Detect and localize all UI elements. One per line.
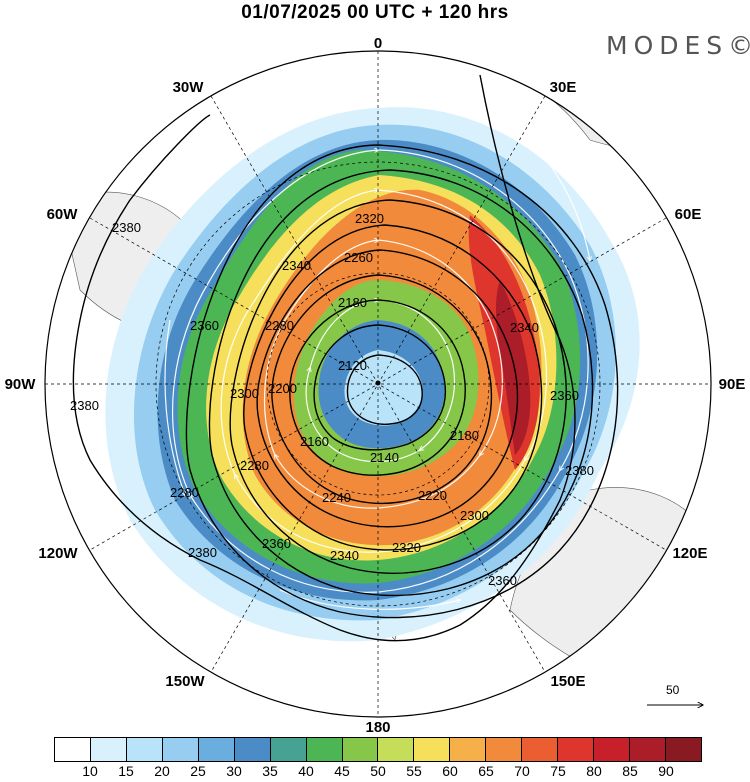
contour-label: 2200 <box>268 381 297 396</box>
colorbar-ticks: 10 15 20 25 30 35 40 45 50 55 60 65 70 75 80 85 90 <box>0 763 750 782</box>
height-contours <box>72 74 619 642</box>
meridian-label-120w: 120W <box>38 545 78 562</box>
colorbar-cell <box>90 738 127 761</box>
contour-label: 2340 <box>510 320 539 335</box>
colorbar-tick-label: 80 <box>586 763 602 779</box>
colorbar-cell <box>162 738 199 761</box>
colorbar-tick-label: 45 <box>334 763 350 779</box>
contour-label: 2360 <box>262 536 291 551</box>
meridian-label-60e: 60E <box>675 206 702 223</box>
meridian-labels: 0 30E 60E 90E 120E 150E 180 150W 120W 90… <box>5 35 746 735</box>
modes-logo: MODES© <box>606 31 750 60</box>
contour-label: 2260 <box>344 250 373 265</box>
colorbar-tick-label: 50 <box>370 763 386 779</box>
meridian-label-60w: 60W <box>47 206 79 223</box>
meridian-label-90w: 90W <box>5 376 37 393</box>
contour-label: 2360 <box>190 318 219 333</box>
colorbar-cell <box>126 738 163 761</box>
colorbar-tick-label: 55 <box>406 763 422 779</box>
contour-label: 2280 <box>265 318 294 333</box>
map-title: 01/07/2025 00 UTC + 120 hrs <box>241 2 509 23</box>
contour-label: 2380 <box>188 545 217 560</box>
reference-vector: 50 <box>646 683 706 713</box>
meridian-label-90e: 90E <box>719 376 746 393</box>
contour-label: 2280 <box>240 458 269 473</box>
contour-label: 2300 <box>230 386 259 401</box>
colorbar-tick-label: 35 <box>262 763 278 779</box>
map-frame <box>44 50 712 718</box>
colorbar-tick-label: 15 <box>118 763 134 779</box>
contour-label: 2120 <box>338 358 367 373</box>
colorbar-cell <box>665 738 701 761</box>
colorbar-tick-label: 85 <box>622 763 638 779</box>
colorbar-cell <box>630 738 666 761</box>
colorbar-cell <box>450 738 487 761</box>
colorbar-cell <box>522 738 559 761</box>
colorbar-cell <box>342 738 379 761</box>
shade-85 <box>495 280 531 455</box>
contour-labels: 2120 2140 2160 2180 2180 2200 2220 2240 … <box>70 211 594 588</box>
contour-label: 2140 <box>370 450 399 465</box>
colorbar-cell <box>558 738 595 761</box>
contour-label: 2240 <box>322 490 351 505</box>
south-pole-marker <box>375 380 381 386</box>
contour-label: 2340 <box>330 548 359 563</box>
colorbar-cell <box>234 738 271 761</box>
contour-label: 2320 <box>392 540 421 555</box>
contour-label: 2160 <box>300 434 329 449</box>
colorbar-cell <box>378 738 415 761</box>
colorbar-tick-label: 70 <box>514 763 530 779</box>
colorbar-tick-label: 30 <box>226 763 242 779</box>
colorbar-cell <box>594 738 630 761</box>
meridian-label-150e: 150E <box>550 673 585 690</box>
colorbar-tick-label: 40 <box>298 763 314 779</box>
map-content <box>59 59 711 701</box>
colorbar-cell <box>486 738 523 761</box>
colorbar-tick-label: 20 <box>154 763 170 779</box>
contour-label: 2220 <box>418 488 447 503</box>
colorbar-cell <box>414 738 451 761</box>
contour-label: 2360 <box>550 388 579 403</box>
contour-label: 2300 <box>460 508 489 523</box>
contour-label: 2380 <box>112 220 141 235</box>
meridian-label-30e: 30E <box>550 79 577 96</box>
colorbar-cell <box>198 738 235 761</box>
contour-label: 2320 <box>355 211 384 226</box>
meridian-label-0: 0 <box>374 35 382 52</box>
contour-label: 2280 <box>170 485 199 500</box>
contour-label: 2180 <box>338 295 367 310</box>
colorbar <box>54 737 702 762</box>
colorbar-tick-label: 75 <box>550 763 566 779</box>
colorbar-tick-label: 25 <box>190 763 206 779</box>
meridian-label-120e: 120E <box>672 545 707 562</box>
meridian-label-30w: 30W <box>173 79 205 96</box>
contour-label: 2340 <box>282 258 311 273</box>
reference-vector-label: 50 <box>666 683 680 697</box>
colorbar-tick-label: 65 <box>478 763 494 779</box>
shade-inner-light <box>344 350 423 426</box>
colorbar-tick-label: 60 <box>442 763 458 779</box>
colorbar-tick-label: 10 <box>82 763 98 779</box>
contour-label: 2380 <box>70 398 99 413</box>
contour-label: 2360 <box>488 573 517 588</box>
contour-label: 2180 <box>450 428 479 443</box>
contour-label: 2380 <box>565 463 594 478</box>
colorbar-tick-label: 90 <box>658 763 674 779</box>
reference-arrow-icon <box>647 683 706 713</box>
meridian-label-150w: 150W <box>165 673 205 690</box>
polar-map: 2120 2140 2160 2180 2180 2200 2220 2240 … <box>5 35 746 735</box>
colorbar-cell <box>306 738 343 761</box>
colorbar-cell <box>270 738 307 761</box>
meridian-label-180: 180 <box>365 719 390 735</box>
colorbar-cell <box>55 738 91 761</box>
